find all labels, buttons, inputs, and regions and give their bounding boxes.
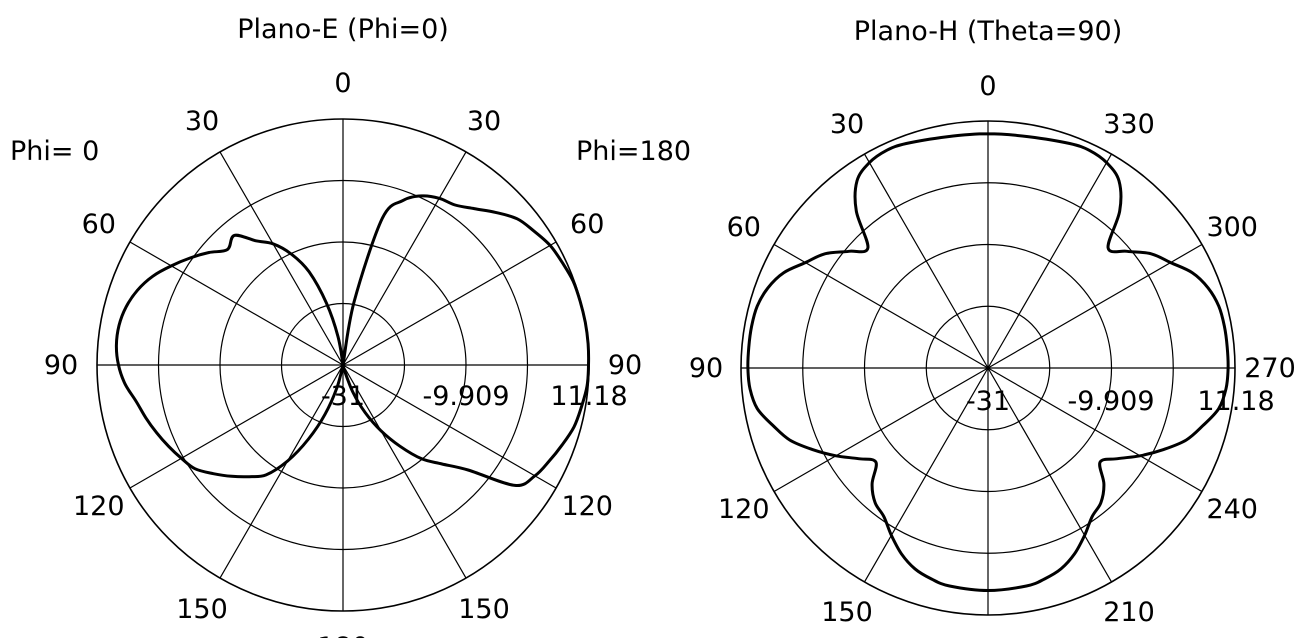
h-plane-ring-label-0: -31 [966, 386, 1010, 417]
e-plane-angle-label-6: 180 [317, 632, 369, 638]
h-plane-grid [740, 120, 1236, 616]
e-plane-angle-labels: 0 30 60 90 120 150 180 150 120 90 60 30 [44, 68, 642, 638]
e-plane-spoke-60 [342, 241, 557, 366]
e-plane-title: Plano-E (Phi=0) [237, 14, 449, 45]
h-plane-angle-label-2: 60 [727, 212, 761, 243]
e-plane-left-side-label: Phi= 0 [10, 136, 99, 167]
e-plane-angle-label-7: 150 [176, 594, 228, 625]
h-plane-angle-label-5: 150 [821, 597, 873, 628]
h-plane-series [746, 132, 1230, 592]
h-plane-ring-label-2: 11.18 [1197, 386, 1274, 417]
e-plane-spoke-240 [129, 364, 344, 489]
h-plane-angle-label-7: 210 [1103, 597, 1155, 628]
e-plane-spoke-150 [342, 364, 467, 579]
h-plane-angle-labels: 0 30 60 90 120 150 180 210 240 270 300 330 [689, 71, 1296, 638]
h-plane-spoke-240 [987, 367, 1203, 493]
e-plane-angle-label-10: 60 [82, 209, 116, 240]
e-plane-angle-label-1: 30 [467, 106, 501, 137]
h-plane-angle-label-10: 300 [1206, 212, 1258, 243]
e-plane-angle-label-4: 120 [561, 491, 613, 522]
e-plane-angle-label-9: 90 [44, 350, 78, 381]
e-plane-spoke-300 [129, 241, 344, 366]
e-plane-pattern-line-0 [114, 194, 591, 487]
h-plane-spoke-60 [773, 243, 989, 369]
h-plane-angle-label-0: 0 [979, 71, 996, 102]
h-plane-angle-label-6: 180 [962, 635, 1014, 638]
e-plane-angle-label-11: 30 [185, 106, 219, 137]
e-plane-right-side-label: Phi=180 [576, 136, 691, 167]
e-plane-chart: Plano-E (Phi=0) Phi= 0 Phi=180 0 30 60 90 12… [10, 14, 691, 638]
e-plane-angle-label-5: 150 [458, 594, 510, 625]
e-plane-angle-label-3: 90 [608, 350, 642, 381]
e-plane-ring-label-1: -9.909 [422, 381, 509, 412]
e-plane-spoke-210 [219, 364, 344, 579]
h-plane-spoke-300 [987, 243, 1203, 369]
h-plane-spoke-30 [863, 153, 989, 369]
h-plane-pattern-line-0 [746, 132, 1230, 592]
h-plane-chart: Plano-H (Theta=90) 0 30 60 90 120 150 180 210 24… [689, 16, 1296, 638]
e-plane-series [114, 194, 591, 487]
e-plane-ring-label-2: 11.18 [550, 381, 627, 412]
e-plane-angle-label-2: 60 [570, 209, 604, 240]
h-plane-spoke-330 [987, 153, 1113, 369]
h-plane-title: Plano-H (Theta=90) [854, 16, 1122, 47]
h-plane-angle-label-3: 90 [689, 353, 723, 384]
h-plane-angle-label-9: 270 [1244, 353, 1296, 384]
h-plane-spoke-210 [987, 367, 1113, 583]
h-plane-ring-label-1: -9.909 [1067, 386, 1154, 417]
h-plane-angle-label-8: 240 [1206, 494, 1258, 525]
e-plane-spoke-120 [342, 364, 557, 489]
h-plane-spoke-120 [773, 367, 989, 493]
h-plane-angle-label-1: 30 [830, 109, 864, 140]
h-plane-angle-label-11: 330 [1103, 109, 1155, 140]
h-plane-angle-label-4: 120 [718, 494, 770, 525]
e-plane-spoke-330 [219, 151, 344, 366]
e-plane-spoke-30 [342, 151, 467, 366]
h-plane-spoke-150 [863, 367, 989, 583]
h-plane-ring-labels: -31 -9.909 11.18 [966, 386, 1275, 417]
e-plane-ring-labels: -31 -9.909 11.18 [321, 381, 628, 412]
e-plane-angle-label-8: 120 [73, 491, 125, 522]
e-plane-angle-label-0: 0 [334, 68, 351, 99]
